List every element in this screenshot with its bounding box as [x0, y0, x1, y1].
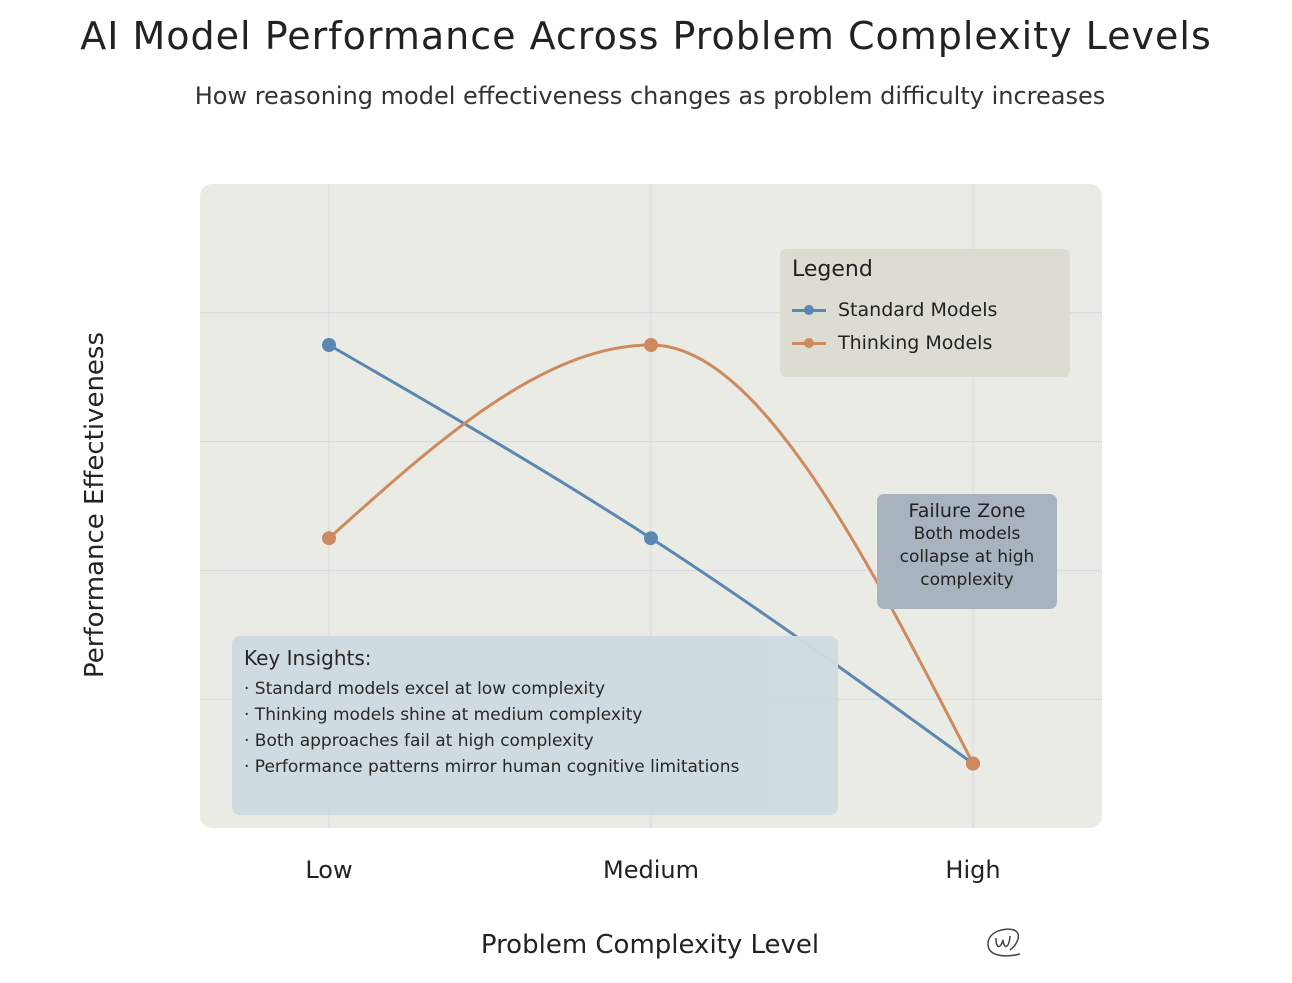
chart-subtitle: How reasoning model effectiveness change… [194, 82, 1106, 110]
x-axis-label: Problem Complexity Level [480, 930, 820, 960]
legend: Legend Standard Models Thinking Models [780, 249, 1070, 377]
insight-item: · Both approaches fail at high complexit… [244, 731, 594, 751]
data-point [322, 531, 336, 546]
data-point [644, 531, 658, 546]
failure-zone-line: collapse at high [899, 547, 1035, 567]
data-point [644, 338, 658, 352]
insight-item: · Standard models excel at low complexit… [244, 679, 606, 699]
legend-label: Thinking Models [838, 332, 993, 354]
failure-zone-line: complexity [920, 570, 1014, 590]
insight-item: · Thinking models shine at medium comple… [244, 705, 643, 725]
key-insights-title: Key Insights: [244, 646, 372, 670]
legend-title: Legend [792, 257, 873, 282]
insight-item: · Performance patterns mirror human cogn… [244, 757, 740, 777]
signature-logo-icon [987, 928, 1021, 957]
failure-zone-annotation: Failure Zone Both models collapse at hig… [877, 494, 1057, 609]
x-tick-low: Low [305, 856, 353, 884]
x-tick-high: High [945, 856, 1001, 884]
data-point [322, 338, 336, 352]
failure-zone-line: Both models [913, 524, 1021, 544]
legend-swatch [792, 304, 826, 315]
key-insights-box: Key Insights: · Standard models excel at… [232, 636, 838, 815]
x-tick-medium: Medium [603, 856, 699, 884]
failure-zone-title: Failure Zone [908, 500, 1026, 522]
legend-item-standard: Standard Models [792, 299, 997, 321]
chart-title: AI Model Performance Across Problem Comp… [80, 14, 1212, 58]
y-axis-label: Performance Effectiveness [80, 331, 110, 679]
legend-swatch [792, 337, 826, 348]
legend-label: Standard Models [838, 299, 998, 321]
legend-item-thinking: Thinking Models [792, 332, 992, 354]
data-point [966, 756, 980, 771]
